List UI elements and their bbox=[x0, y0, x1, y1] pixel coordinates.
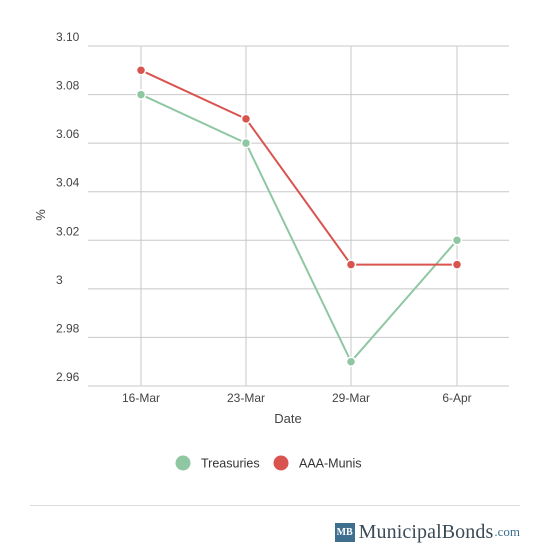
series-line-treasuries bbox=[140, 93, 458, 363]
logo-name: MunicipalBonds bbox=[358, 520, 494, 543]
x-axis-title: Date bbox=[274, 411, 301, 426]
footer-divider bbox=[30, 505, 520, 506]
y-tick-label: 3.06 bbox=[56, 127, 80, 141]
line-chart: 3.10 3.08 3.06 3.04 3.02 3 2.98 2.96 16-Mar 23-M… bbox=[33, 30, 509, 471]
series-line-aaa-munis bbox=[140, 69, 457, 266]
y-tick-label: 2.98 bbox=[56, 321, 80, 335]
data-point bbox=[451, 259, 463, 270]
data-point bbox=[345, 356, 357, 367]
y-tick-label: 3 bbox=[56, 273, 63, 287]
logo-suffix: .com bbox=[494, 524, 520, 539]
legend: Treasuries AAA-Munis bbox=[175, 455, 362, 471]
x-tick-labels: 16-Mar 23-Mar 29-Mar 6-Apr bbox=[122, 391, 472, 405]
y-tick-label: 3.02 bbox=[56, 224, 80, 238]
x-tick-label: 6-Apr bbox=[442, 391, 471, 405]
y-tick-label: 3.10 bbox=[56, 30, 80, 44]
data-point bbox=[135, 65, 147, 76]
grid-lines bbox=[88, 45, 509, 387]
data-point bbox=[451, 235, 463, 246]
x-tick-label: 16-Mar bbox=[122, 391, 160, 405]
y-tick-labels: 3.10 3.08 3.06 3.04 3.02 3 2.98 2.96 bbox=[56, 30, 80, 384]
series-lines bbox=[140, 69, 458, 363]
legend-label: AAA-Munis bbox=[299, 457, 362, 471]
data-point bbox=[345, 259, 357, 270]
y-tick-label: 3.08 bbox=[56, 79, 80, 93]
series-points bbox=[135, 65, 463, 367]
legend-marker bbox=[175, 455, 191, 471]
data-point bbox=[240, 137, 252, 149]
data-point bbox=[240, 113, 252, 125]
x-tick-label: 23-Mar bbox=[227, 391, 265, 405]
y-tick-label: 2.96 bbox=[56, 370, 80, 384]
data-point bbox=[135, 89, 147, 100]
y-tick-label: 3.04 bbox=[56, 176, 80, 190]
municipalbonds-logo: MB MunicipalBonds .com bbox=[334, 519, 520, 545]
x-tick-label: 29-Mar bbox=[332, 391, 370, 405]
logo-badge: MB bbox=[334, 522, 355, 542]
legend-marker bbox=[273, 455, 289, 471]
y-axis-title: % bbox=[33, 209, 48, 221]
legend-label: Treasuries bbox=[201, 457, 260, 471]
